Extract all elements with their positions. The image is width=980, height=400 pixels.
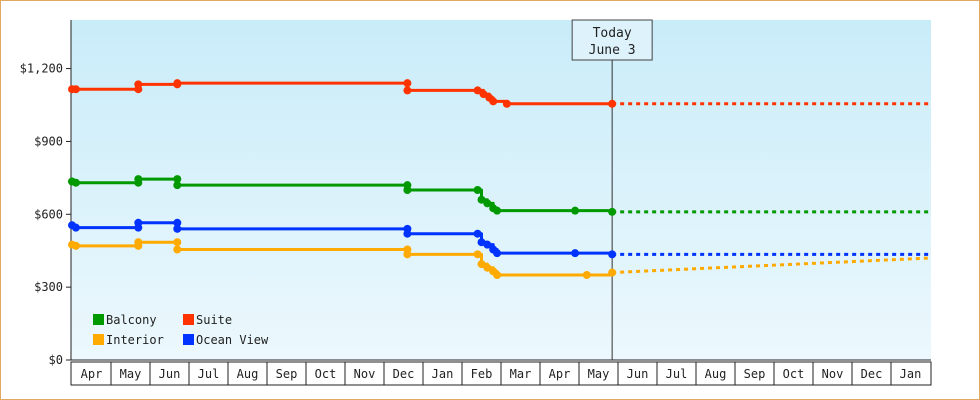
data-point-balcony <box>173 175 182 184</box>
today-date: June 3 <box>589 43 636 58</box>
y-tick-label: $600 <box>34 207 63 221</box>
plot-area <box>71 20 931 360</box>
data-point-ocean-view <box>473 229 482 238</box>
data-point-suite <box>489 97 498 106</box>
x-tick-label: Jul <box>198 367 220 381</box>
x-tick-label: Aug <box>237 367 259 381</box>
data-point-suite <box>608 99 617 108</box>
legend-label-ocean-view: Ocean View <box>196 333 269 347</box>
data-point-interior <box>173 238 182 247</box>
data-point-suite <box>403 86 412 95</box>
y-axis: $0 $300 $600 $900 $1,200 <box>20 20 72 367</box>
data-point-suite <box>71 85 80 94</box>
data-point-interior <box>477 260 486 269</box>
data-point-ocean-view <box>173 224 182 233</box>
x-tick-label: Jun <box>627 367 649 381</box>
x-tick-label: May <box>120 367 142 381</box>
x-axis: Apr May Jun Jul Aug Sep Oct Nov Dec Jan Feb Mar Apr M… <box>70 359 932 386</box>
legend: Balcony Suite Interior Ocean View <box>93 313 269 347</box>
x-tick-label: May <box>588 367 610 381</box>
series-forecast-interior <box>612 256 931 275</box>
x-tick-label: Sep <box>744 367 766 381</box>
data-point-suite <box>502 99 511 108</box>
data-point-suite <box>173 79 182 88</box>
legend-label-interior: Interior <box>106 333 164 347</box>
y-tick-label: $300 <box>34 280 63 294</box>
data-point-interior <box>403 250 412 259</box>
data-point-ocean-view <box>173 218 182 227</box>
legend-label-suite: Suite <box>196 313 232 327</box>
data-point-interior <box>483 263 492 272</box>
y-tick-label: $1,200 <box>20 62 63 76</box>
x-tick-label: Dec <box>393 367 415 381</box>
data-point-suite <box>403 79 412 88</box>
today-label: Today <box>593 26 632 41</box>
data-point-balcony <box>473 186 482 194</box>
data-point-balcony <box>173 181 182 190</box>
data-point-suite <box>134 80 143 89</box>
y-tick-label: $0 <box>49 353 63 367</box>
x-tick-label: Nov <box>354 367 376 381</box>
today-box <box>571 19 653 61</box>
x-tick-label: Jun <box>159 367 181 381</box>
x-tick-label: Oct <box>783 367 805 381</box>
legend-label-balcony: Balcony <box>106 313 157 327</box>
x-tick-label: Jan <box>432 367 454 381</box>
data-point-ocean-view <box>403 229 412 238</box>
x-tick-label: Apr <box>81 367 103 381</box>
data-point-ocean-view <box>608 250 617 259</box>
x-tick-label: Aug <box>705 367 727 381</box>
data-point-interior <box>134 238 143 247</box>
x-tick-label: Mar <box>510 367 532 381</box>
data-point-interior <box>493 271 502 279</box>
data-point-interior <box>473 250 482 259</box>
x-tick-label: Nov <box>822 367 844 381</box>
data-point-balcony <box>134 175 143 184</box>
legend-swatch-ocean-view <box>183 334 194 345</box>
data-point-interior <box>173 245 182 254</box>
today-marker: Today June 3 <box>571 19 653 360</box>
data-point-ocean-view <box>571 249 580 258</box>
x-tick-label: Oct <box>315 367 337 381</box>
x-tick-label: Apr <box>549 367 571 381</box>
data-point-balcony <box>493 206 502 215</box>
data-point-balcony <box>403 186 412 194</box>
x-tick-label: Dec <box>861 367 883 381</box>
data-point-balcony <box>571 206 580 215</box>
x-tick-label: Jan <box>900 367 922 381</box>
series-group <box>68 79 931 279</box>
data-point-ocean-view <box>134 218 143 227</box>
legend-swatch-interior <box>93 334 104 345</box>
data-point-interior <box>582 271 591 279</box>
data-point-balcony <box>483 199 492 208</box>
legend-swatch-balcony <box>93 314 104 325</box>
data-point-ocean-view <box>493 249 502 258</box>
x-tick-label: Feb <box>471 367 493 381</box>
data-point-interior <box>71 241 80 250</box>
legend-swatch-suite <box>183 314 194 325</box>
data-point-ocean-view <box>71 223 80 232</box>
data-point-suite <box>479 90 488 99</box>
data-point-interior <box>608 268 617 277</box>
data-point-suite <box>473 86 482 95</box>
x-tick-label: Sep <box>276 367 298 381</box>
data-point-balcony <box>608 207 617 216</box>
data-point-ocean-view <box>483 240 492 249</box>
y-tick-label: $900 <box>34 134 63 148</box>
data-point-balcony <box>477 195 486 204</box>
x-tick-label: Jul <box>666 367 688 381</box>
data-point-balcony <box>71 178 80 187</box>
